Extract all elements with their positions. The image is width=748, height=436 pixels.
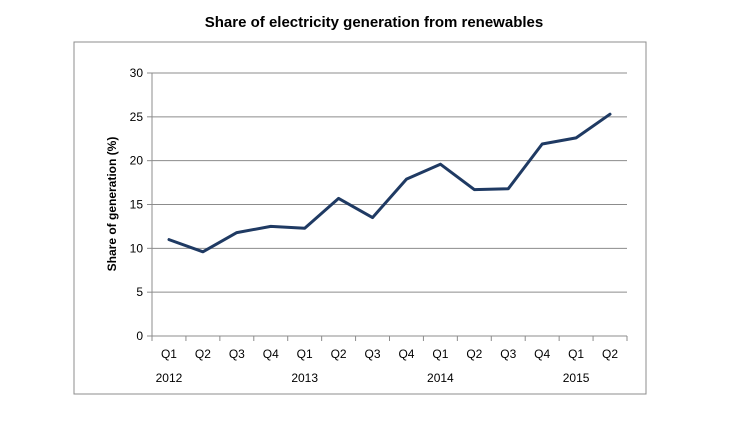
x-tick-label: Q2 [195, 347, 211, 361]
x-tick-label: Q2 [466, 347, 482, 361]
y-axis-title: Share of generation (%) [105, 137, 119, 272]
data-point [235, 231, 239, 234]
data-point [439, 162, 442, 166]
x-tick-label: Q1 [297, 347, 313, 361]
series-line [167, 112, 612, 254]
y-tick-label: 10 [130, 241, 144, 255]
plot-series [167, 112, 612, 254]
y-tick-label: 25 [130, 110, 144, 124]
data-point [371, 216, 374, 219]
y-tick-label: 0 [136, 329, 143, 343]
x-tick-label: Q4 [534, 347, 550, 361]
x-year-label: 2012 [156, 371, 183, 385]
data-point [337, 197, 340, 200]
x-year-label: 2015 [563, 371, 590, 385]
x-tick-label: Q1 [432, 347, 448, 361]
x-tick-label: Q3 [365, 347, 381, 361]
x-tick-label: Q3 [500, 347, 516, 361]
data-point [201, 250, 205, 254]
chart-frame [73, 41, 647, 395]
x-tick-label: Q2 [331, 347, 347, 361]
x-tick-label: Q1 [568, 347, 584, 361]
data-point [405, 177, 408, 181]
gridlines [152, 72, 627, 337]
x-tick-label: Q2 [602, 347, 618, 361]
data-point [167, 238, 171, 241]
y-tick-label: 5 [136, 285, 143, 299]
x-year-label: 2013 [291, 371, 318, 385]
data-point [608, 113, 612, 116]
y-tick-label: 20 [130, 154, 144, 168]
x-tick-label: Q4 [263, 347, 279, 361]
data-point [269, 225, 272, 228]
y-tick-label: 15 [130, 198, 144, 212]
x-tick-label: Q3 [229, 347, 245, 361]
x-axis: Q1 Q2 Q3 Q4 Q1 Q2 Q3 Q4 Q1 Q2 Q3 Q4 Q1 Q2 2012 2013 2014… [151, 336, 628, 385]
x-tick-label: Q4 [398, 347, 414, 361]
data-point [473, 188, 476, 191]
data-point [303, 226, 306, 230]
data-point [540, 142, 544, 146]
x-tick-label: Q1 [161, 347, 177, 361]
y-tick-label: 30 [130, 66, 144, 80]
data-point [574, 136, 578, 140]
y-axis: 0 5 10 15 20 25 30 [130, 66, 153, 343]
x-year-label: 2014 [427, 371, 454, 385]
data-point [507, 187, 510, 190]
chart-title: Share of electricity generation from ren… [204, 14, 544, 31]
